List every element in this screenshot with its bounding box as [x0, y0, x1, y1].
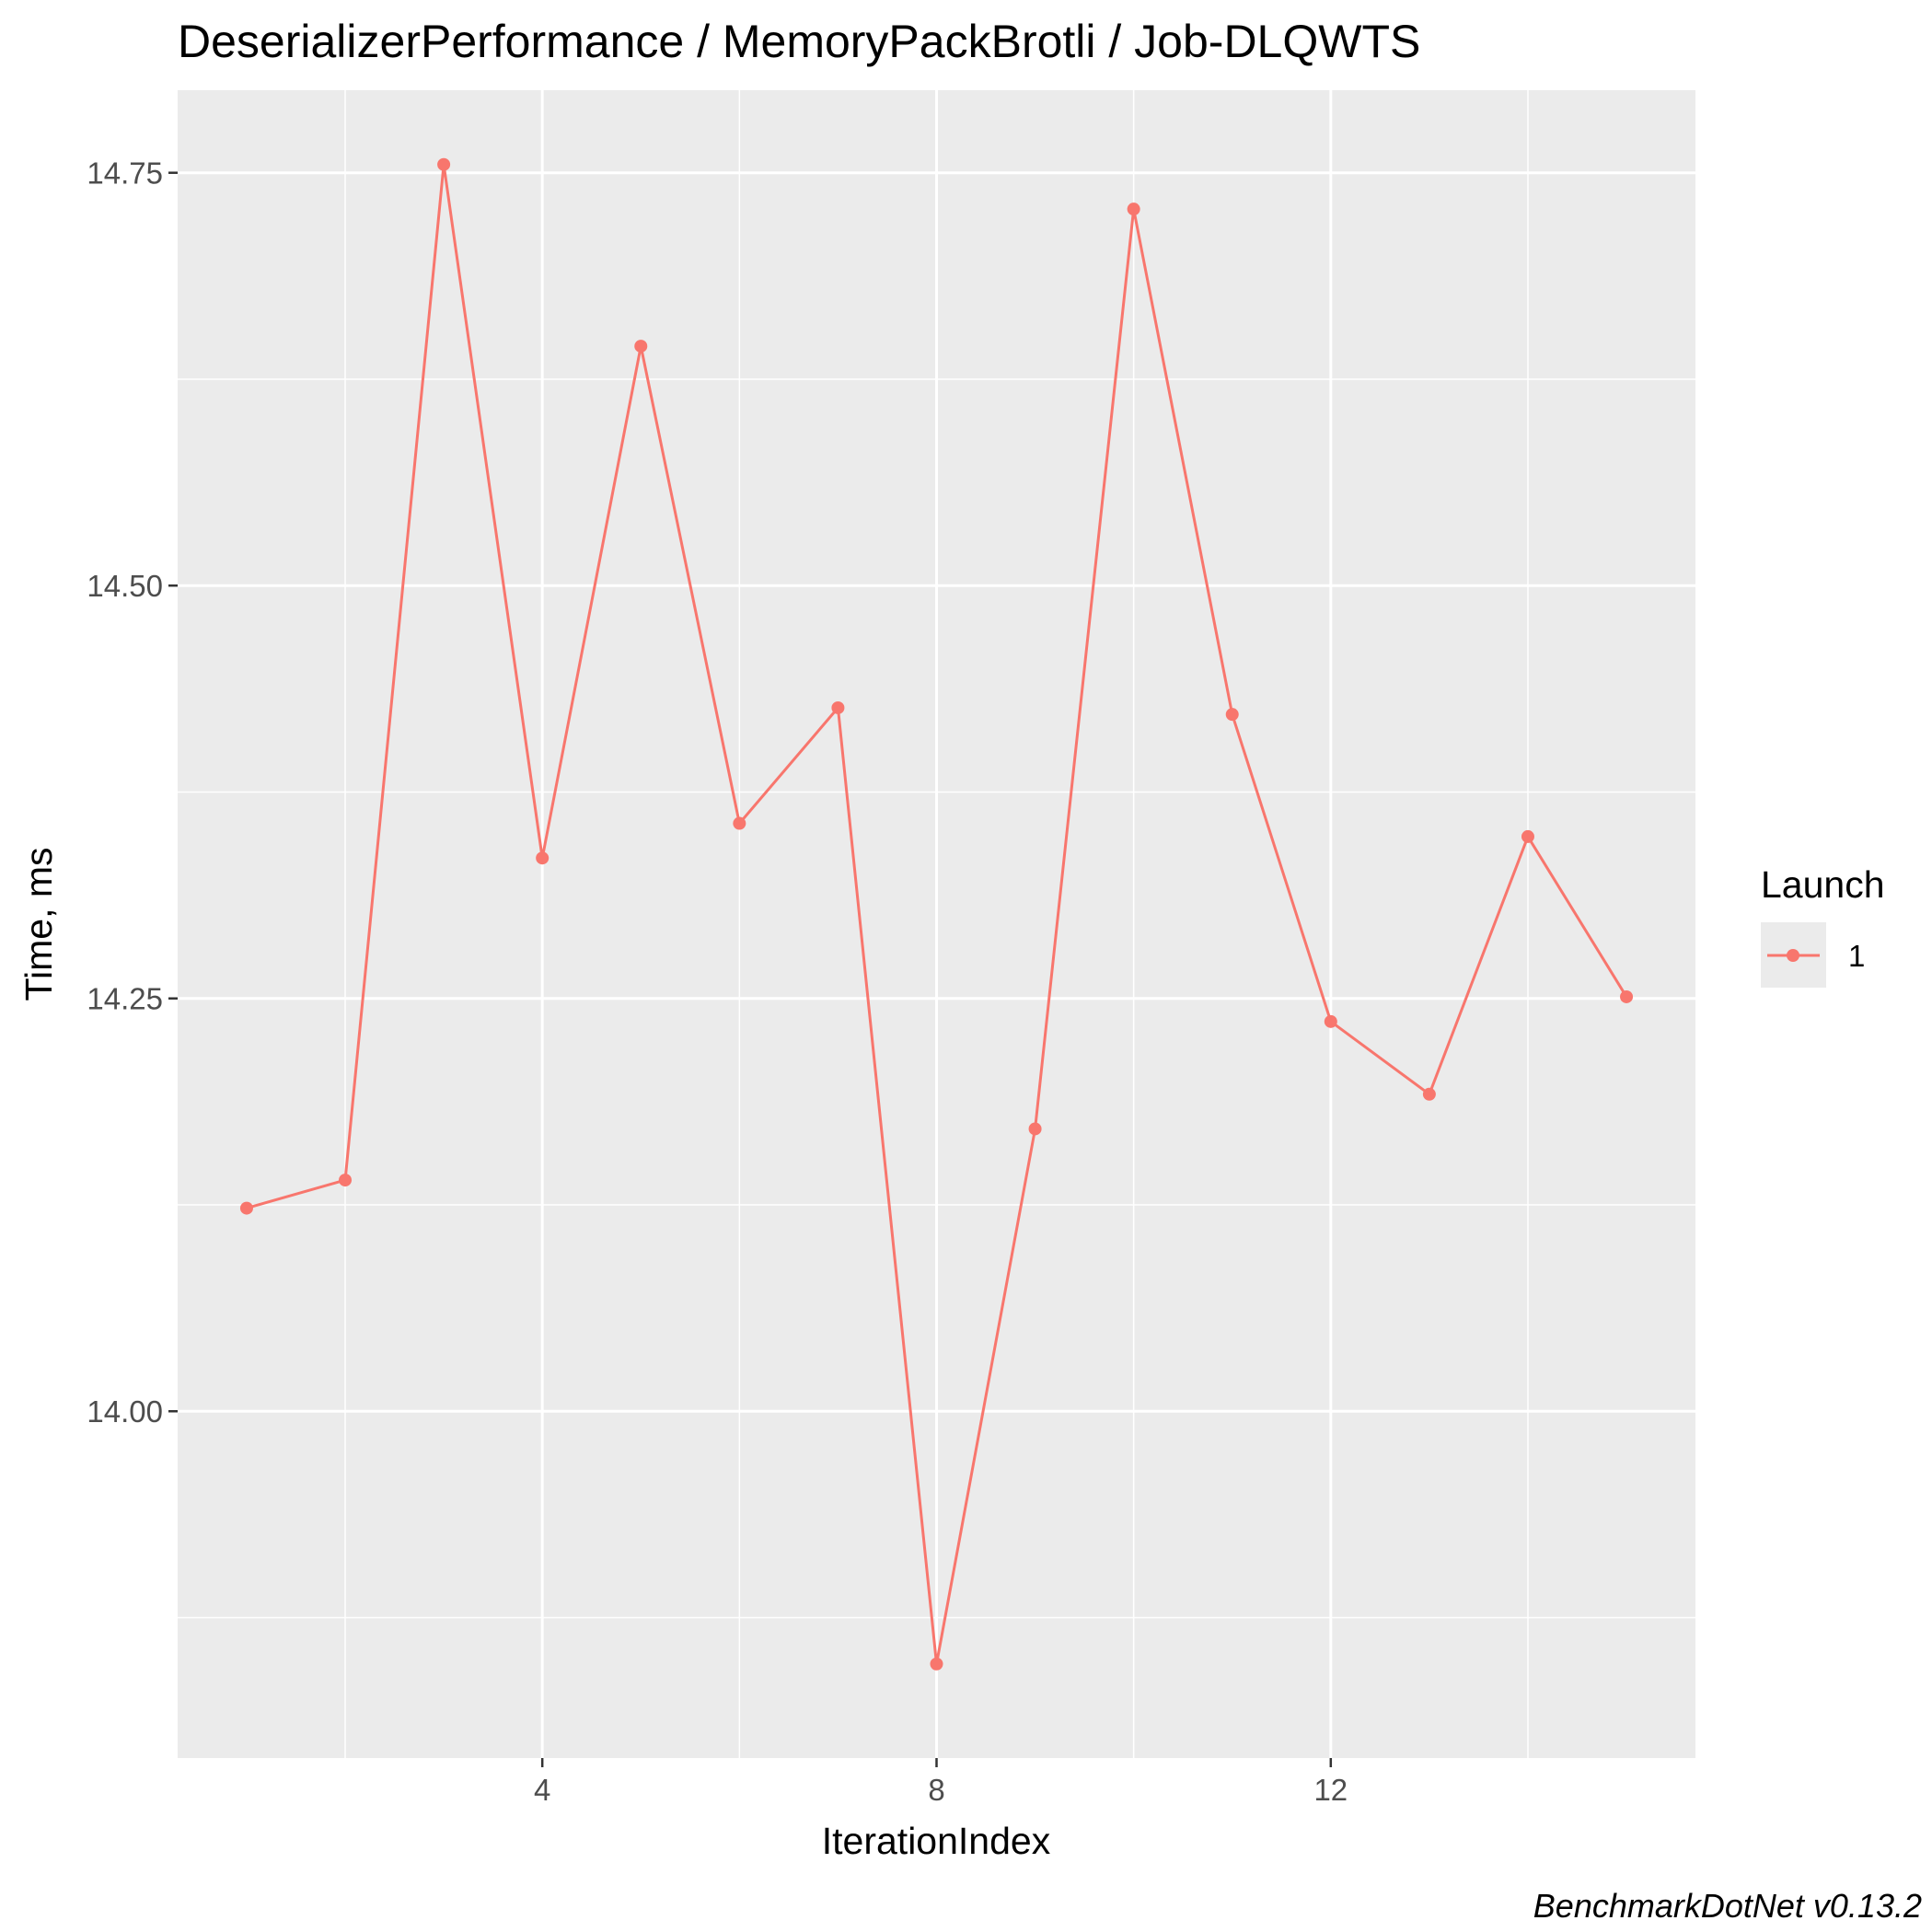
data-point	[1422, 1087, 1436, 1101]
data-point	[930, 1657, 943, 1671]
data-point	[339, 1174, 353, 1187]
y-axis-title: Time, ms	[17, 847, 60, 1001]
x-axis-title: IterationIndex	[822, 1820, 1051, 1862]
data-point	[1324, 1014, 1337, 1028]
data-point	[831, 700, 845, 714]
data-point	[1028, 1122, 1042, 1136]
chart-title: DeserializerPerformance / MemoryPackBrot…	[178, 16, 1420, 67]
legend-key-point	[1787, 949, 1799, 962]
legend-label: 1	[1848, 939, 1865, 973]
caption: BenchmarkDotNet v0.13.2	[1533, 1887, 1922, 1925]
data-point	[536, 851, 550, 865]
x-axis: 4 8 12	[534, 1758, 1348, 1807]
legend-title: Launch	[1761, 863, 1885, 906]
data-point	[1521, 829, 1534, 843]
y-tick-label: 14.00	[87, 1394, 163, 1429]
data-point	[733, 816, 746, 830]
major-gridlines	[178, 90, 1695, 1758]
series-group	[239, 157, 1634, 1671]
x-tick-label: 8	[928, 1773, 944, 1807]
y-tick-label: 14.50	[87, 569, 163, 603]
data-point	[1127, 202, 1140, 216]
y-axis: 14.00 14.25 14.50 14.75	[87, 156, 178, 1429]
data-point	[239, 1201, 253, 1215]
y-tick-label: 14.75	[87, 156, 163, 191]
legend: Launch 1	[1761, 863, 1885, 988]
data-point	[437, 157, 451, 171]
data-point	[1620, 989, 1634, 1003]
y-tick-label: 14.25	[87, 982, 163, 1016]
x-tick-label: 12	[1313, 1773, 1348, 1807]
x-tick-label: 4	[534, 1773, 550, 1807]
data-point	[1225, 708, 1239, 722]
data-point	[634, 340, 648, 353]
